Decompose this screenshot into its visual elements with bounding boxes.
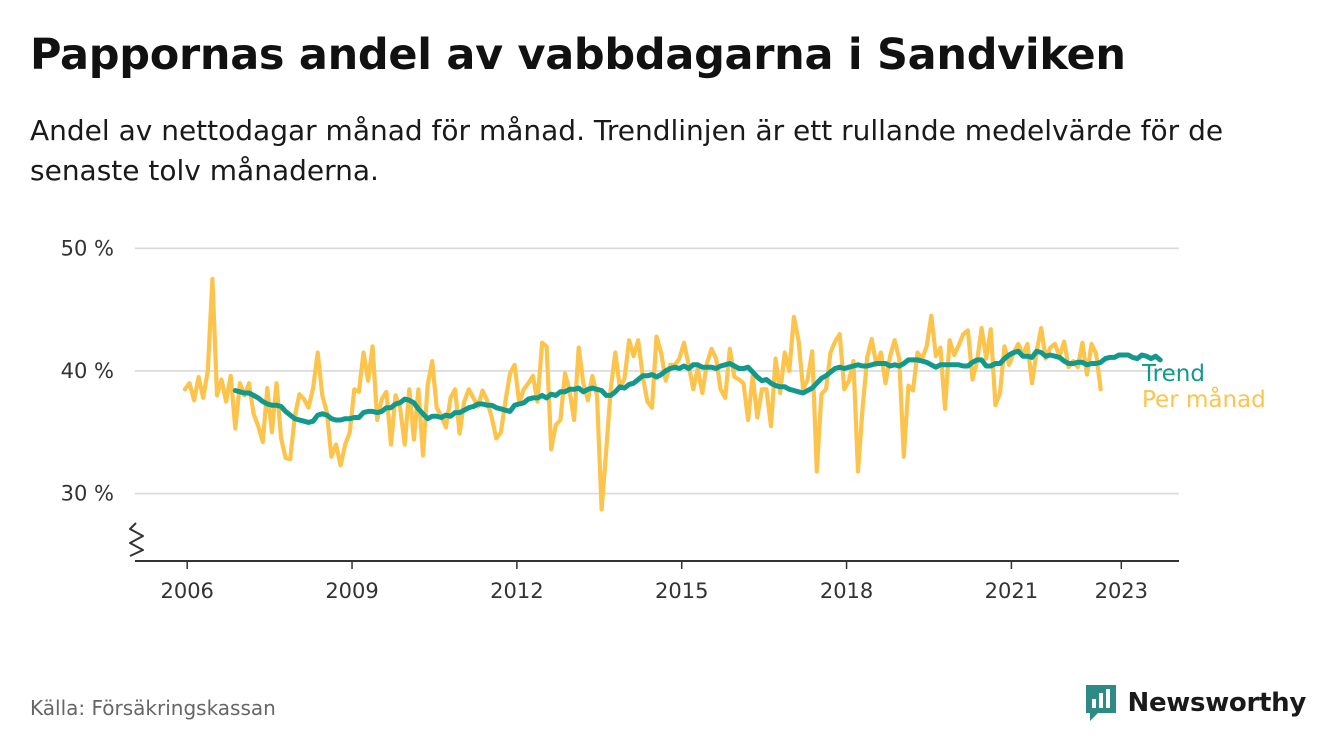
y-tick-label: 50 % (61, 236, 114, 260)
x-axis (129, 522, 1179, 562)
x-tick-label: 2018 (820, 579, 873, 603)
trend-line (232, 348, 1163, 425)
line-chart: 30 % 40 % 50 % 2006 2009 2012 2015 2018 2021 202… (61, 236, 1266, 603)
chart-title: Pappornas andel av vabbdagarna i Sandvik… (30, 30, 1126, 80)
x-tick-label: 2012 (490, 579, 543, 603)
x-tick-label: 2023 (1095, 579, 1148, 603)
legend-label-trend: Trend (1141, 361, 1205, 387)
y-tick-label: 40 % (61, 359, 114, 383)
monthly-line (182, 276, 1103, 512)
x-axis-ticks: 2006 2009 2012 2015 2018 2021 2023 (160, 561, 1148, 603)
y-tick-label: 30 % (61, 482, 114, 506)
brand-logo: Newsworthy (1084, 682, 1306, 724)
legend-label-monthly: Per månad (1142, 385, 1266, 413)
x-tick-label: 2015 (655, 579, 708, 603)
x-tick-label: 2021 (985, 579, 1038, 603)
y-axis-ticks: 30 % 40 % 50 % (61, 236, 114, 505)
gridlines (135, 247, 1179, 495)
source-note: Källa: Försäkringskassan (30, 696, 276, 720)
x-tick-label: 2006 (160, 579, 213, 603)
brand-name: Newsworthy (1127, 688, 1307, 718)
x-tick-label: 2009 (325, 579, 378, 603)
newsworthy-icon (1085, 685, 1116, 721)
axis-break-icon (129, 522, 144, 557)
series-lines (182, 276, 1163, 512)
chart-subtitle: Andel av nettodagar månad för månad. Tre… (30, 114, 1224, 187)
